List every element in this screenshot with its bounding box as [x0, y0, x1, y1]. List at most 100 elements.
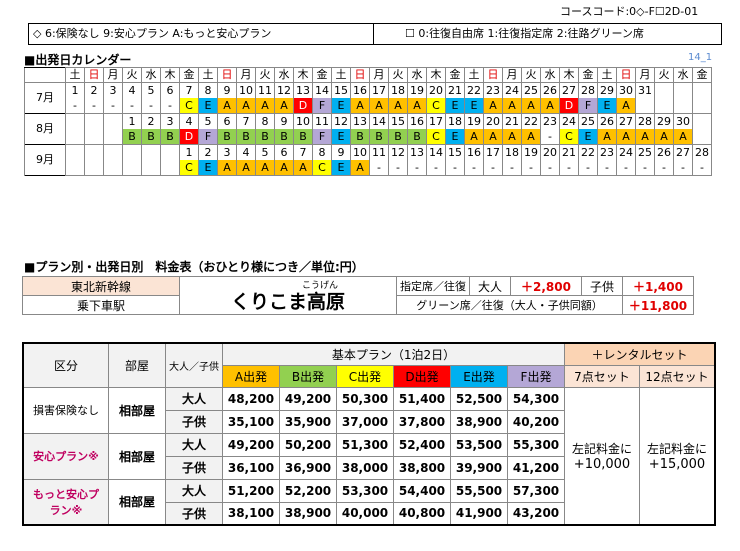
calendar-day: 15: [445, 144, 465, 160]
calendar-plan: E: [331, 98, 351, 114]
calendar-plan: -: [141, 98, 161, 114]
calendar-plan: A: [236, 160, 256, 176]
calendar-plan: B: [160, 129, 180, 145]
calendar-day: 23: [597, 144, 617, 160]
weekday-header: 月: [236, 67, 256, 83]
calendar-plan: [141, 160, 161, 176]
calendar-plan: B: [217, 129, 237, 145]
calendar-day: 21: [445, 82, 465, 98]
weekday-header: 土: [65, 67, 85, 83]
calendar-day: 7: [179, 82, 199, 98]
calendar-plan: -: [122, 98, 142, 114]
adult-child-header: 大人／子供: [165, 342, 223, 388]
calendar-day: 26: [597, 113, 617, 129]
weekday-header: 金: [312, 67, 332, 83]
calendar-plan: -: [426, 160, 446, 176]
calendar-plan: A: [540, 98, 560, 114]
calendar-day: 20: [540, 144, 560, 160]
calendar-plan: -: [388, 160, 408, 176]
weekday-header: 月: [635, 67, 655, 83]
category-label: もっと安心プラン※: [22, 478, 109, 526]
calendar-plan: A: [350, 160, 370, 176]
station-ruby: こうげん: [302, 281, 339, 291]
passenger-type: 子供: [165, 409, 223, 434]
calendar-plan: -: [369, 160, 389, 176]
calendar-plan: E: [331, 129, 351, 145]
calendar-plan: -: [445, 160, 465, 176]
calendar-day: 30: [616, 82, 636, 98]
calendar-plan: A: [350, 98, 370, 114]
plan-header: E出発: [450, 364, 508, 388]
weekday-header: 日: [483, 67, 503, 83]
weekday-header: 火: [122, 67, 142, 83]
calendar-day: 5: [141, 82, 161, 98]
calendar-day: [65, 144, 85, 160]
calendar-day: 3: [103, 82, 123, 98]
calendar-plan: [84, 160, 104, 176]
calendar-day: 23: [483, 82, 503, 98]
weekday-header: 金: [445, 67, 465, 83]
price-cell: 39,900: [450, 455, 508, 480]
calendar-day: 28: [692, 144, 712, 160]
calendar-plan: -: [692, 160, 712, 176]
room-type: 相部屋: [108, 432, 166, 480]
weekday-header: 日: [350, 67, 370, 83]
calendar-day: 16: [464, 144, 484, 160]
calendar-plan: -: [483, 160, 503, 176]
calendar-plan: -: [616, 160, 636, 176]
calendar-day: 28: [635, 113, 655, 129]
calendar-day: 6: [160, 82, 180, 98]
calendar-day: 13: [407, 144, 427, 160]
weekday-header: 水: [540, 67, 560, 83]
month-label: 9月: [24, 144, 66, 176]
weekday-header: 木: [559, 67, 579, 83]
weekday-header: 金: [179, 67, 199, 83]
calendar-plan: E: [445, 98, 465, 114]
calendar-plan: C: [312, 160, 332, 176]
station-cell: こうげん くりこま高原: [179, 276, 397, 315]
price-cell: 41,900: [450, 501, 508, 526]
weekday-header: 月: [369, 67, 389, 83]
price-cell: 40,200: [507, 409, 565, 434]
plan-header: C出発: [336, 364, 394, 388]
weekday-header: 火: [255, 67, 275, 83]
calendar-plan: A: [293, 160, 313, 176]
price-cell: 55,500: [450, 478, 508, 503]
rental-7-note: 左記料金に +10,000: [564, 386, 640, 526]
legend-box: ◇ 6:保険なし 9:安心プラン A:もっと安心プラン ☐ 0:往復自由席 1:…: [28, 23, 722, 45]
fare-table: 東北新幹線 こうげん くりこま高原 指定席／往復 大人 ＋2,800 子供 ＋1…: [22, 276, 694, 315]
calendar-day: 6: [274, 144, 294, 160]
room-header: 部屋: [108, 342, 166, 388]
calendar-plan: A: [217, 98, 237, 114]
calendar-day: [122, 144, 142, 160]
calendar-plan: D: [559, 98, 579, 114]
calendar-day: [692, 82, 712, 98]
price-cell: 37,000: [336, 409, 394, 434]
calendar-day: 18: [445, 113, 465, 129]
calendar-plan: -: [635, 160, 655, 176]
calendar-day: 27: [559, 82, 579, 98]
price-cell: 48,200: [222, 386, 280, 411]
calendar-day: 10: [236, 82, 256, 98]
calendar-day: 18: [388, 82, 408, 98]
calendar-plan: -: [540, 160, 560, 176]
price-cell: 40,000: [336, 501, 394, 526]
calendar-day: 1: [122, 113, 142, 129]
rental-7-label: 左記料金に: [571, 441, 632, 456]
calendar-day: 3: [160, 113, 180, 129]
price-cell: 36,100: [222, 455, 280, 480]
rental-set-header: 7点セット: [564, 364, 640, 388]
weekday-header: 日: [84, 67, 104, 83]
calendar-day: 7: [236, 113, 256, 129]
calendar-plan: -: [160, 98, 180, 114]
calendar-day: 14: [369, 113, 389, 129]
calendar-day: 4: [122, 82, 142, 98]
category-label: 安心プラン※: [22, 432, 109, 480]
calendar-plan: -: [559, 160, 579, 176]
price-cell: 55,300: [507, 432, 565, 457]
calendar-plan: A: [616, 129, 636, 145]
weekday-header: 木: [426, 67, 446, 83]
calendar-day: 22: [521, 113, 541, 129]
calendar-plan: A: [255, 98, 275, 114]
calendar-plan: -: [521, 160, 541, 176]
